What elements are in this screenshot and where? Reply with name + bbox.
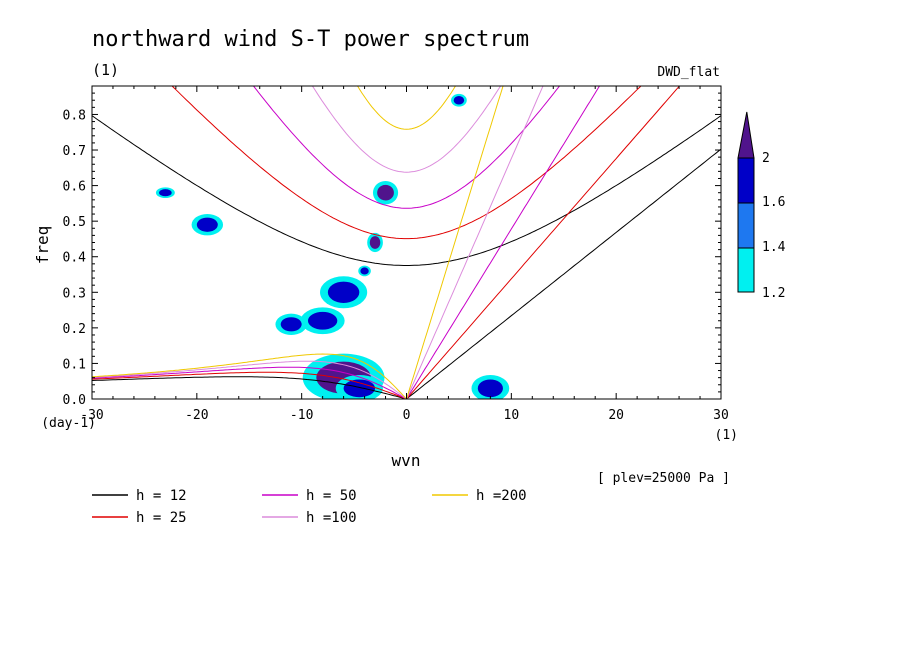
y-axis-label: freq: [33, 226, 52, 265]
gravity-curve: [356, 86, 457, 130]
colorbar-segment: [737, 157, 755, 204]
y-tick-label: 0.8: [63, 108, 86, 123]
legend-label: h =100: [306, 510, 357, 526]
shaded-region: [477, 379, 503, 398]
axis-ticks: -30 -20 -10 0 10 20 30 0.0 0.1 0.2 0.3 0.4 0.5 0.6 0.7…: [63, 85, 729, 423]
colorbar-label: 1.6: [762, 195, 785, 210]
colorbar-arrow: [737, 111, 755, 159]
colorbar-segment: [737, 202, 755, 249]
chart-title: northward wind S-T power spectrum: [92, 27, 529, 52]
shaded-region: [453, 95, 465, 105]
y-tick-label: 0.2: [63, 322, 86, 337]
rossby-curve: [92, 376, 407, 399]
x-tick-label: -10: [290, 408, 313, 423]
colorbar-label: 2: [762, 151, 770, 166]
legend-label: h =200: [476, 488, 527, 504]
x-tick-label: -30: [80, 408, 103, 423]
colorbar-label: 1.4: [762, 240, 786, 255]
chart-subtitle-left: (1): [92, 61, 119, 79]
shaded-region: [369, 236, 381, 249]
shaded-region: [280, 317, 302, 332]
y-unit-label: (day-1): [41, 416, 96, 431]
y-tick-label: 0.4: [63, 251, 87, 266]
gravity-curve: [171, 86, 642, 240]
kelvin-curve: [406, 86, 681, 399]
shaded-region: [343, 379, 376, 398]
kelvin-curve: [406, 86, 601, 399]
legend-label: h = 12: [136, 488, 187, 504]
x-tick-label: 30: [713, 408, 729, 423]
x-unit-label: (1): [715, 428, 738, 443]
shaded-regions: [155, 93, 510, 399]
colorbar: 1.2 1.4 1.6 2: [737, 111, 786, 301]
kelvin-curve: [406, 148, 721, 399]
kelvin-curve: [406, 86, 544, 399]
legend-label: h = 50: [306, 488, 357, 504]
shaded-region: [327, 281, 360, 303]
legend: h = 12 h = 25 h = 50 h =100 h =200: [92, 488, 527, 526]
rossby-curve: [92, 366, 407, 399]
chart-subtitle-right: DWD_flat: [657, 65, 720, 80]
x-tick-label: 0: [403, 408, 411, 423]
x-tick-label: 10: [504, 408, 520, 423]
colorbar-label: 1.2: [762, 286, 785, 301]
y-tick-label: 0.7: [63, 144, 86, 159]
y-tick-label: 0.6: [63, 180, 86, 195]
shaded-region: [377, 184, 394, 201]
shaded-region: [360, 267, 369, 275]
x-tick-label: 20: [608, 408, 624, 423]
kelvin-curve: [406, 86, 504, 399]
rossby-curve: [92, 371, 407, 399]
x-axis-label: wvn: [392, 451, 421, 470]
shaded-region: [196, 217, 218, 232]
y-tick-label: 0.1: [63, 357, 86, 372]
shaded-region: [307, 311, 338, 330]
shaded-region: [159, 189, 172, 197]
y-tick-label: 0.3: [63, 286, 86, 301]
gravity-curve: [252, 86, 561, 209]
colorbar-segment: [737, 247, 755, 293]
legend-label: h = 25: [136, 510, 187, 526]
rossby-curve: [92, 360, 407, 399]
gravity-curve: [311, 86, 502, 173]
plev-annotation: [ plev=25000 Pa ]: [597, 471, 730, 486]
y-tick-label: 0.5: [63, 215, 86, 230]
rossby-curve: [92, 353, 407, 399]
dispersion-curves: [92, 86, 721, 399]
plot-frame: [91, 85, 722, 400]
gravity-curve: [92, 115, 721, 266]
y-tick-label: 0.0: [63, 393, 86, 408]
x-tick-label: -20: [185, 408, 208, 423]
